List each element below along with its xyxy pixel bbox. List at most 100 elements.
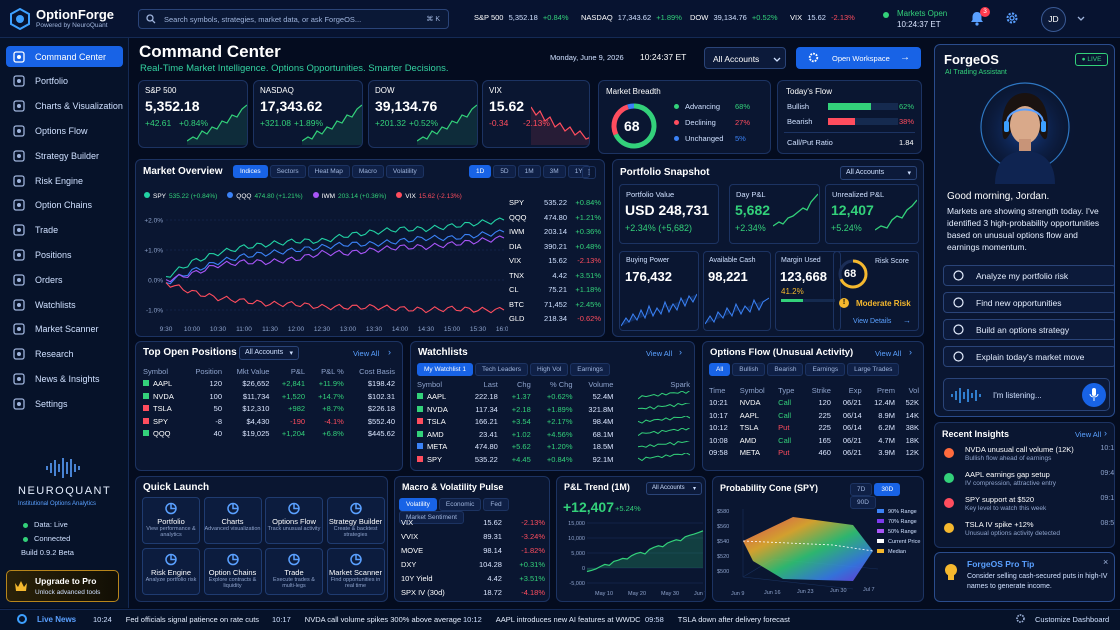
- column-header[interactable]: P&L %: [321, 366, 344, 376]
- range-1d[interactable]: 1D: [469, 165, 492, 178]
- tab-macro[interactable]: Macro: [351, 165, 384, 178]
- portfolio-accounts-dropdown[interactable]: All Accounts ▾: [840, 166, 917, 180]
- watchlist-tab-earnings[interactable]: Earnings: [570, 363, 610, 376]
- ticker-item-nasdaq[interactable]: NASDAQ 17,343.62 +1.89%: [581, 13, 682, 22]
- assistant-action-explain-today-s-market-move[interactable]: Explain today's market move: [943, 346, 1114, 367]
- column-header[interactable]: Position: [195, 366, 222, 376]
- table-row[interactable]: TSLA 166.21 +3.54 +2.17% 98.4M: [414, 414, 693, 429]
- brand-logo-icon[interactable]: [9, 7, 31, 31]
- table-row[interactable]: 10:17 AAPL Call 225 06/14 8.9M 14K: [706, 409, 922, 422]
- table-row[interactable]: 10Y Yield 4.42 +3.51%: [398, 571, 548, 585]
- sidebar-item-command-center[interactable]: Command Center: [6, 46, 123, 67]
- sidebar-item-trade[interactable]: Trade: [6, 220, 123, 241]
- column-header[interactable]: Exp: [848, 385, 862, 395]
- risk-view-details-link[interactable]: View Details: [853, 318, 892, 325]
- overview-side-row[interactable]: GLD 218.34 -0.62%: [509, 314, 601, 329]
- table-row[interactable]: VVIX 89.31 -3.24%: [398, 529, 548, 543]
- column-header[interactable]: Cost Basis: [359, 366, 395, 376]
- table-row[interactable]: SPY -8 $4,430 -190 -4.1% $552.40: [140, 415, 398, 428]
- table-row[interactable]: META 474.80 +5.62 +1.20% 18.5M: [414, 439, 693, 454]
- pl-accounts-dropdown[interactable]: All Accounts ▾: [646, 482, 702, 495]
- overview-side-row[interactable]: QQQ 474.80 +1.21%: [509, 213, 601, 228]
- watchlist-tab-high-vol[interactable]: High Vol: [530, 363, 569, 376]
- index-card-nasdaq[interactable]: NASDAQ 17,343.62 +321.08 +1.89%: [253, 80, 363, 148]
- table-row[interactable]: 10:21 NVDA Call 120 06/21 12.4M 52K: [706, 397, 922, 410]
- column-header[interactable]: Prem: [877, 385, 895, 395]
- accounts-dropdown[interactable]: All Accounts: [704, 47, 786, 69]
- table-row[interactable]: AMD 23.41 +1.02 +4.56% 68.1M: [414, 427, 693, 441]
- news-item[interactable]: 10:12 AAPL introduces new AI features at …: [463, 615, 641, 624]
- sidebar-item-risk-engine[interactable]: Risk Engine: [6, 170, 123, 191]
- search-input[interactable]: Search symbols, strategies, market data,…: [164, 15, 362, 24]
- column-header[interactable]: Time: [709, 385, 726, 395]
- column-header[interactable]: Spark: [670, 379, 690, 389]
- buying-power-card[interactable]: [619, 251, 699, 331]
- range-3m[interactable]: 3M: [542, 165, 566, 178]
- search-bar[interactable]: Search symbols, strategies, market data,…: [138, 9, 449, 29]
- index-card-vix[interactable]: VIX 15.62 -0.34 -2.13%: [482, 80, 590, 148]
- open-workspace-button[interactable]: Open Workspace →: [796, 47, 921, 69]
- quick-launch-portfolio[interactable]: Portfolio View performance & analytics: [142, 497, 200, 544]
- column-header[interactable]: Symbol: [739, 385, 765, 395]
- overview-side-row[interactable]: CL 75.21 +1.18%: [509, 285, 601, 300]
- available-cash-card[interactable]: [703, 251, 771, 331]
- index-card-dow[interactable]: DOW 39,134.76 +201.32 +0.52%: [368, 80, 478, 148]
- quick-launch-risk-engine[interactable]: Risk Engine Analyze portfolio risk: [142, 548, 200, 595]
- sidebar-item-news-insights[interactable]: News & Insights: [6, 368, 123, 389]
- column-header[interactable]: Symbol: [143, 366, 169, 376]
- range-5d[interactable]: 5D: [493, 165, 516, 178]
- range-1m[interactable]: 1M: [517, 165, 541, 178]
- flow-tab-earnings[interactable]: Earnings: [805, 363, 846, 376]
- table-row[interactable]: NVDA 117.34 +2.18 +1.89% 321.8M: [414, 402, 693, 416]
- table-row[interactable]: TSLA 50 $12,310 +982 +8.7% $226.18: [140, 403, 398, 416]
- microphone-button[interactable]: [1082, 383, 1106, 407]
- column-header[interactable]: Mkt Value: [236, 366, 270, 376]
- table-row[interactable]: DXY 104.28 +0.31%: [398, 557, 548, 571]
- news-item[interactable]: 10:17 NVDA call volume spikes 300% above …: [272, 615, 461, 624]
- quick-launch-option-chains[interactable]: Option Chains Explore contracts & liquidi…: [203, 548, 262, 595]
- quick-launch-charts[interactable]: Charts Advanced visualization: [203, 497, 262, 544]
- column-header[interactable]: Type: [778, 385, 795, 395]
- table-row[interactable]: SPY 535.22 +4.45 +0.84% 92.1M: [414, 452, 693, 466]
- watchlist-tab-my-watchlist-1[interactable]: My Watchlist 1: [417, 363, 474, 376]
- cone-range-90d[interactable]: 90D: [850, 496, 876, 509]
- sidebar-item-options-flow[interactable]: Options Flow: [6, 120, 123, 141]
- table-row[interactable]: 10:08 AMD Call 165 06/21 4.7M 18K: [706, 434, 922, 447]
- user-menu-chevron-icon[interactable]: [1077, 15, 1085, 24]
- ticker-item-dow[interactable]: DOW 39,134.76 +0.52%: [690, 13, 778, 22]
- legend-item-iwm[interactable]: IWM 203.14 (+0.36%): [312, 192, 386, 200]
- upgrade-to-pro-button[interactable]: Upgrade to Pro Unlock advanced tools: [6, 570, 119, 602]
- day-pnl-card[interactable]: [729, 184, 820, 244]
- options-flow-view-all-link[interactable]: View All: [875, 349, 902, 358]
- table-row[interactable]: AAPL 120 $26,652 +2,841 +11.9% $198.42: [140, 378, 398, 391]
- insight-item[interactable]: SPY support at $520 Key level to watch th…: [943, 495, 1114, 517]
- quick-launch-strategy-builder[interactable]: Strategy Builder Create & backtest strate…: [326, 497, 385, 544]
- macro-tab-market-sentiment[interactable]: Market Sentiment: [399, 511, 464, 524]
- sidebar-item-settings[interactable]: Settings: [6, 393, 123, 414]
- column-header[interactable]: Vol: [908, 385, 919, 395]
- column-header[interactable]: P&L: [290, 366, 306, 376]
- tab-heat-map[interactable]: Heat Map: [307, 165, 350, 178]
- assistant-action-analyze-my-portfolio-risk[interactable]: Analyze my portfolio risk: [943, 265, 1114, 286]
- ticker-item-spx[interactable]: S&P 500 5,352.18 +0.84%: [474, 13, 569, 22]
- margin-used-card[interactable]: [775, 251, 841, 331]
- sidebar-item-strategy-builder[interactable]: Strategy Builder: [6, 145, 123, 166]
- unrealized-pnl-card[interactable]: [825, 184, 919, 244]
- column-header[interactable]: Last: [483, 379, 498, 389]
- sidebar-item-market-scanner[interactable]: Market Scanner: [6, 319, 123, 340]
- sidebar-item-watchlists[interactable]: Watchlists: [6, 294, 123, 315]
- flow-tab-all[interactable]: All: [709, 363, 731, 376]
- insights-view-all-link[interactable]: View All: [1075, 430, 1102, 439]
- column-header[interactable]: Symbol: [417, 379, 443, 389]
- insight-item[interactable]: NVDA unusual call volume (12K) Bullish fl…: [943, 445, 1114, 467]
- flow-tab-large-trades[interactable]: Large Trades: [847, 363, 900, 376]
- macro-tab-fed[interactable]: Fed: [483, 498, 509, 511]
- macro-tab-economic[interactable]: Economic: [438, 498, 482, 511]
- column-header[interactable]: Volume: [588, 379, 614, 389]
- voice-input-bar[interactable]: I'm listening...: [943, 378, 1110, 411]
- sidebar-item-portfolio[interactable]: Portfolio: [6, 71, 123, 92]
- insight-item[interactable]: AAPL earnings gap setup IV compression, a…: [943, 470, 1114, 492]
- column-header[interactable]: % Chg: [549, 379, 573, 389]
- watchlist-tab-tech-leaders[interactable]: Tech Leaders: [475, 363, 529, 376]
- sidebar-item-research[interactable]: Research: [6, 344, 123, 365]
